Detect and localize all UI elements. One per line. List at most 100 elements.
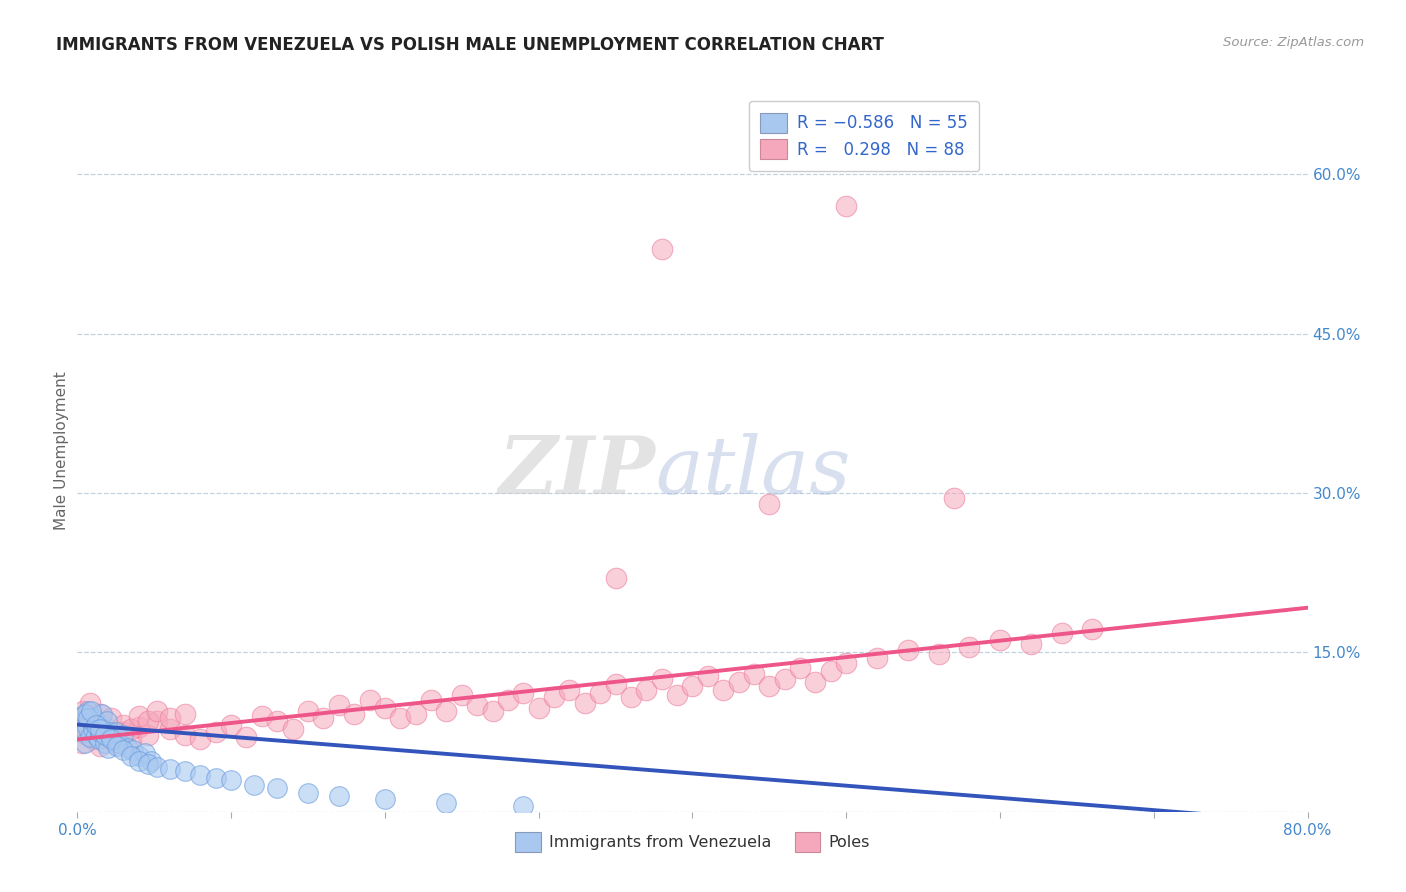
Point	[70, 725, 93, 739]
Point	[727, 675, 749, 690]
Point	[89, 722, 111, 736]
Point	[773, 672, 796, 686]
Point	[141, 754, 163, 768]
Point	[343, 706, 366, 721]
Point	[77, 704, 100, 718]
Point	[389, 711, 412, 725]
Point	[136, 728, 159, 742]
Point	[112, 728, 135, 742]
Point	[897, 643, 920, 657]
Point	[558, 682, 581, 697]
Point	[83, 711, 105, 725]
Point	[105, 725, 128, 739]
Text: IMMIGRANTS FROM VENEZUELA VS POLISH MALE UNEMPLOYMENT CORRELATION CHART: IMMIGRANTS FROM VENEZUELA VS POLISH MALE…	[56, 36, 884, 54]
Y-axis label: Male Unemployment: Male Unemployment	[53, 371, 69, 530]
Point	[174, 706, 197, 721]
Point	[94, 720, 117, 734]
Point	[866, 650, 889, 665]
Point	[98, 725, 121, 739]
Point	[120, 732, 142, 747]
Point	[696, 669, 718, 683]
Point	[79, 731, 101, 745]
Point	[105, 739, 128, 753]
Point	[120, 749, 142, 764]
Point	[312, 711, 335, 725]
Point	[605, 677, 627, 691]
Point	[188, 732, 212, 747]
Point	[84, 714, 107, 729]
Point	[988, 632, 1011, 647]
Point	[481, 704, 503, 718]
Point	[101, 732, 124, 747]
Point	[159, 711, 181, 725]
Point	[120, 722, 142, 736]
Point	[758, 679, 780, 693]
Point	[128, 749, 150, 764]
Point	[72, 704, 94, 718]
Point	[89, 706, 111, 721]
Point	[359, 693, 381, 707]
Point	[121, 743, 143, 757]
Point	[112, 717, 135, 731]
Point	[219, 772, 242, 787]
Point	[90, 706, 114, 721]
Point	[835, 656, 858, 670]
Legend: Immigrants from Venezuela, Poles: Immigrants from Venezuela, Poles	[509, 826, 876, 858]
Point	[219, 717, 242, 731]
Point	[89, 725, 111, 739]
Point	[128, 720, 150, 734]
Point	[100, 731, 122, 745]
Point	[820, 665, 842, 679]
Point	[69, 720, 91, 734]
Point	[89, 739, 111, 753]
Point	[94, 736, 117, 750]
Point	[266, 781, 288, 796]
Point	[70, 736, 93, 750]
Point	[682, 679, 704, 693]
Point	[651, 242, 673, 256]
Point	[328, 789, 350, 803]
Point	[605, 571, 627, 585]
Point	[711, 682, 734, 697]
Point	[574, 697, 596, 711]
Point	[174, 764, 197, 779]
Point	[136, 756, 159, 771]
Point	[436, 796, 458, 810]
Point	[84, 722, 107, 736]
Point	[79, 714, 101, 729]
Point	[100, 731, 122, 745]
Point	[620, 690, 643, 704]
Point	[72, 709, 94, 723]
Point	[1019, 637, 1042, 651]
Point	[589, 686, 612, 700]
Point	[636, 682, 658, 697]
Point	[100, 711, 122, 725]
Point	[79, 697, 101, 711]
Point	[666, 688, 689, 702]
Point	[243, 778, 266, 792]
Point	[928, 648, 950, 662]
Point	[804, 675, 827, 690]
Point	[136, 714, 159, 729]
Point	[651, 672, 673, 686]
Point	[235, 731, 257, 745]
Point	[159, 762, 181, 776]
Point	[204, 771, 226, 785]
Point	[420, 693, 443, 707]
Point	[100, 732, 122, 747]
Point	[76, 711, 98, 725]
Point	[73, 736, 96, 750]
Point	[76, 728, 98, 742]
Point	[82, 732, 104, 747]
Point	[496, 693, 519, 707]
Point	[1081, 622, 1104, 636]
Point	[266, 714, 288, 729]
Point	[86, 717, 108, 731]
Point	[297, 786, 319, 800]
Point	[742, 666, 765, 681]
Point	[281, 722, 304, 736]
Point	[104, 725, 127, 739]
Point	[112, 743, 135, 757]
Point	[84, 717, 107, 731]
Text: atlas: atlas	[655, 434, 851, 511]
